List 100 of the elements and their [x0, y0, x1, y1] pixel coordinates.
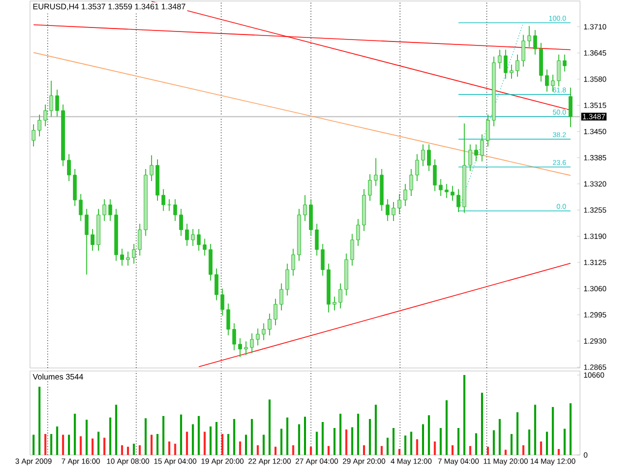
candlestick	[303, 194, 307, 222]
bar	[416, 439, 418, 455]
bar	[268, 399, 271, 455]
candlestick	[78, 194, 83, 222]
candlestick	[568, 87, 572, 128]
bar	[410, 432, 412, 455]
bar	[32, 434, 35, 455]
bar	[115, 404, 118, 455]
bar	[97, 432, 100, 455]
candlestick	[438, 178, 443, 196]
bar	[316, 432, 318, 455]
bar	[558, 448, 560, 455]
candlestick	[84, 208, 89, 275]
candlestick	[161, 188, 166, 212]
candlestick	[450, 185, 454, 202]
bar	[534, 404, 536, 455]
bar	[92, 438, 94, 455]
bar	[298, 424, 300, 455]
candlestick	[456, 188, 460, 213]
candlestick	[510, 64, 514, 80]
bar	[492, 430, 495, 455]
candlestick	[185, 223, 189, 246]
bar	[215, 422, 218, 455]
bar	[328, 446, 330, 455]
candlestick	[190, 228, 195, 246]
bar	[446, 400, 448, 455]
bar	[486, 446, 489, 455]
candlestick	[67, 154, 71, 182]
bar	[368, 418, 371, 455]
bar	[227, 434, 230, 455]
candlestick	[486, 114, 490, 147]
bar	[440, 428, 442, 455]
candlestick	[274, 298, 278, 326]
bar	[392, 428, 395, 455]
bar	[274, 446, 276, 455]
candlestick	[504, 49, 508, 80]
candlestick	[368, 174, 372, 202]
candlestick	[138, 223, 142, 256]
candlestick	[132, 243, 136, 264]
candlestick	[550, 74, 555, 92]
bar	[109, 417, 112, 455]
bar	[44, 434, 46, 455]
candlestick	[120, 248, 124, 266]
bar	[469, 446, 472, 455]
candlestick	[533, 30, 538, 56]
bar	[522, 445, 524, 455]
bar	[56, 426, 58, 455]
bar	[516, 412, 518, 455]
bar	[162, 416, 164, 455]
candlestick	[415, 154, 420, 182]
bar	[334, 428, 336, 455]
bar	[192, 424, 194, 455]
bar	[86, 420, 88, 455]
bar	[256, 445, 259, 455]
bar	[239, 441, 242, 455]
bar	[126, 446, 129, 455]
candlestick	[338, 282, 342, 309]
bar	[286, 417, 288, 455]
bar	[280, 428, 282, 455]
chart-title: Volumes 3544	[32, 374, 84, 380]
candlestick	[32, 124, 36, 147]
bar	[156, 434, 158, 455]
bar	[434, 441, 436, 455]
bar	[498, 418, 501, 455]
candlestick	[421, 144, 425, 167]
bar	[138, 445, 141, 455]
candlestick	[279, 282, 284, 311]
bar	[510, 434, 513, 455]
bar	[210, 426, 212, 455]
bar	[452, 445, 454, 455]
candlestick	[521, 34, 526, 68]
bar	[570, 403, 572, 455]
bar	[262, 434, 265, 455]
bar	[374, 404, 377, 455]
bar	[204, 432, 206, 455]
bar	[404, 435, 406, 455]
bar	[322, 422, 324, 455]
candlestick	[90, 228, 94, 252]
candlestick	[556, 54, 561, 87]
bar	[357, 414, 360, 455]
candlestick	[250, 332, 254, 354]
bar	[546, 432, 548, 455]
bar	[144, 418, 147, 455]
bar	[475, 433, 478, 455]
candlestick	[173, 198, 178, 222]
bar	[221, 434, 224, 455]
bar	[150, 434, 153, 455]
bar	[198, 416, 200, 455]
candlestick	[427, 144, 431, 172]
candlestick	[562, 54, 567, 72]
candlestick	[238, 338, 242, 358]
bar	[121, 445, 124, 455]
bar	[50, 434, 52, 455]
bar	[310, 446, 312, 455]
bar	[38, 386, 40, 455]
chart-title: EURUSD,H4 1.3537 1.3559 1.3461 1.3487	[33, 4, 186, 10]
candlestick	[38, 114, 42, 137]
bar	[386, 438, 389, 455]
candlestick	[432, 158, 437, 192]
bar	[428, 415, 430, 455]
